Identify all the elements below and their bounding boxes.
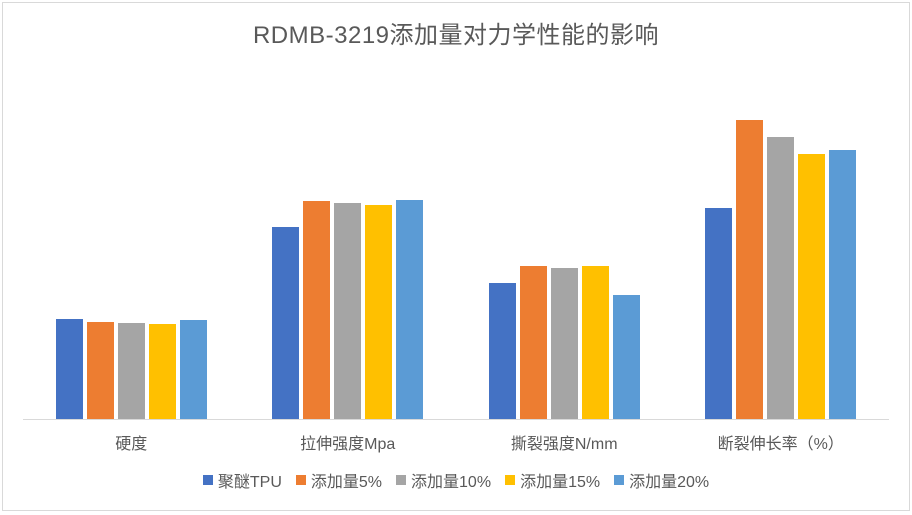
legend-item: 添加量15%	[505, 468, 600, 492]
legend-item: 添加量10%	[396, 468, 491, 492]
bar	[767, 137, 794, 419]
legend-item: 添加量5%	[296, 468, 382, 492]
legend-swatch	[614, 475, 624, 485]
x-axis-labels: 硬度 拉伸强度Mpa 撕裂强度N/mm 断裂伸长率（%）	[23, 430, 889, 454]
bar-group	[49, 319, 214, 419]
bar	[180, 320, 207, 419]
bar-group	[265, 200, 430, 419]
bar	[705, 208, 732, 419]
bar	[551, 268, 578, 419]
legend-swatch	[396, 475, 406, 485]
bar	[396, 200, 423, 419]
legend-swatch	[505, 475, 515, 485]
x-axis-label: 断裂伸长率（%）	[698, 430, 863, 454]
legend-label: 添加量15%	[520, 468, 600, 492]
bar	[829, 150, 856, 419]
x-axis-label: 撕裂强度N/mm	[482, 430, 647, 454]
plot-area	[23, 68, 889, 420]
bar-group	[698, 120, 863, 419]
bar	[56, 319, 83, 419]
bar	[334, 203, 361, 419]
legend-label: 聚醚TPU	[218, 468, 282, 492]
legend: 聚醚TPU 添加量5% 添加量10% 添加量15% 添加量20%	[3, 454, 909, 510]
bar	[87, 322, 114, 419]
bar	[365, 205, 392, 419]
bar	[489, 283, 516, 419]
legend-label: 添加量5%	[311, 468, 382, 492]
legend-item: 聚醚TPU	[203, 468, 282, 492]
bar	[736, 120, 763, 419]
bar-group	[482, 266, 647, 419]
legend-label: 添加量20%	[629, 468, 709, 492]
bar	[582, 266, 609, 419]
bar	[520, 266, 547, 419]
bar	[118, 323, 145, 419]
x-axis-label: 拉伸强度Mpa	[265, 430, 430, 454]
x-axis-label: 硬度	[49, 430, 214, 454]
legend-label: 添加量10%	[411, 468, 491, 492]
legend-swatch	[296, 475, 306, 485]
legend-swatch	[203, 475, 213, 485]
bar	[272, 227, 299, 419]
bar	[798, 154, 825, 419]
bar	[149, 324, 176, 419]
chart-container: RDMB-3219添加量对力学性能的影响 硬度 拉伸强度Mpa 撕裂强度N/mm 断裂…	[2, 2, 910, 511]
bar	[303, 201, 330, 419]
bar	[613, 295, 640, 419]
chart-title: RDMB-3219添加量对力学性能的影响	[3, 3, 909, 58]
legend-item: 添加量20%	[614, 468, 709, 492]
